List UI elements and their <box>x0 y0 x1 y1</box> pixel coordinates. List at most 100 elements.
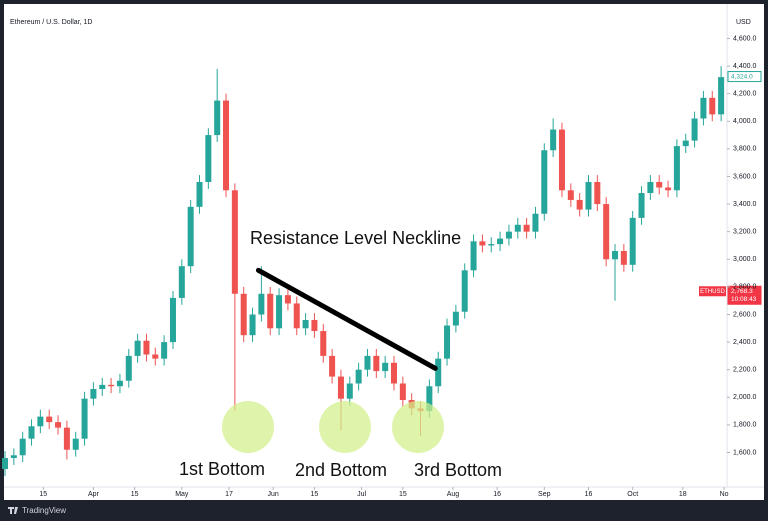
candle-body <box>205 135 212 182</box>
candle-body <box>46 416 53 423</box>
y-tick-label: 3,200.0 <box>733 229 756 236</box>
candle-body <box>567 190 574 200</box>
highlight-circle <box>222 401 274 453</box>
x-tick-label: Jun <box>268 491 279 498</box>
annotation: 1st Bottom <box>179 459 265 479</box>
candle-body <box>10 455 17 459</box>
candle-body <box>37 416 44 427</box>
candle-body <box>629 217 636 265</box>
candle-body <box>532 213 539 232</box>
symbol-tag <box>699 286 726 297</box>
candle-body <box>187 206 194 267</box>
y-tick-label: 2,800.0 <box>733 284 756 291</box>
candle-body <box>718 77 725 115</box>
highlight-circle <box>319 401 371 453</box>
candle-body <box>125 355 132 381</box>
x-tick-label: No <box>720 491 729 498</box>
price-tag-label: 4,324.0 <box>731 73 753 80</box>
candle-body <box>603 204 610 260</box>
bottom-highlights <box>222 401 444 453</box>
candle-body <box>390 362 398 384</box>
candle-body <box>152 354 159 359</box>
candle-body <box>169 297 176 343</box>
x-tick-label: Oct <box>627 491 638 498</box>
y-tick-label: 2,200.0 <box>733 367 756 374</box>
y-tick-label: 3,600.0 <box>733 173 756 180</box>
candles <box>1 66 725 476</box>
candle-body <box>638 193 645 218</box>
candle-body <box>311 320 318 332</box>
brand-logo <box>8 507 18 514</box>
candle-body <box>682 140 689 147</box>
candle-body <box>346 383 353 399</box>
x-tick-label: Jul <box>357 491 366 498</box>
candle-body <box>647 181 654 194</box>
candle-body <box>585 181 592 210</box>
x-tick-label: 15 <box>311 491 319 498</box>
candle-body <box>523 224 530 232</box>
candle-body <box>320 331 327 356</box>
y-tick-label: 2,000.0 <box>733 394 756 401</box>
price-tag-label: 2,768.3 <box>731 288 753 295</box>
candle-body <box>55 422 62 428</box>
candle-body <box>355 369 362 384</box>
candle-body <box>444 325 451 359</box>
chart-title: Ethereum / U.S. Dollar, 1D <box>10 19 92 26</box>
price-tag <box>727 71 762 83</box>
candle-body <box>550 129 557 151</box>
candle-body <box>691 118 698 141</box>
y-tick-label: 1,800.0 <box>733 422 756 429</box>
candle-body <box>461 270 468 312</box>
neckline-label: Resistance Level Neckline <box>250 228 461 248</box>
candle-body <box>426 386 433 412</box>
price-tag <box>727 285 762 305</box>
candle-body <box>178 266 185 298</box>
candle-body <box>143 340 150 355</box>
y-tick-label: 2,600.0 <box>733 311 756 318</box>
candle-body <box>505 231 512 239</box>
candle-body <box>293 303 300 329</box>
y-tick-label: 3,000.0 <box>733 256 756 263</box>
candle-body <box>302 320 309 329</box>
candle-body <box>656 181 663 188</box>
candle-body <box>470 241 477 271</box>
currency: USD <box>736 19 751 26</box>
candle-body <box>497 238 504 245</box>
x-tick-label: 16 <box>585 491 593 498</box>
candle-body <box>108 384 115 387</box>
candle-body <box>673 146 680 191</box>
candle-body <box>267 293 274 329</box>
symbol-label: ETHUSD <box>700 289 725 295</box>
y-tick-label: 4,000.0 <box>733 118 756 125</box>
candle-body <box>81 398 88 439</box>
candle-body <box>240 293 247 336</box>
x-tick-label: Sep <box>538 491 551 498</box>
x-tick-label: 15 <box>39 491 47 498</box>
highlight-circle <box>392 401 444 453</box>
candle-body <box>700 97 707 119</box>
candle-body <box>452 311 459 326</box>
x-tick-label: 15 <box>131 491 139 498</box>
candle-body <box>488 244 495 246</box>
neckline <box>255 267 438 371</box>
candle-body <box>709 97 716 115</box>
annotation: 2nd Bottom <box>295 460 387 480</box>
candle-body <box>116 380 123 387</box>
x-tick-label: May <box>175 491 189 498</box>
candle-body <box>541 150 548 214</box>
footer: TradingView <box>8 506 66 515</box>
overlay: 4,324.0 ETHUSD 2,768.310:08:43 <box>255 71 762 371</box>
candle-body <box>1 458 9 470</box>
candle-body <box>99 384 106 390</box>
candle-body <box>665 187 672 191</box>
x-tick-label: 17 <box>225 491 233 498</box>
candle-body <box>337 376 344 399</box>
candle-body <box>435 358 442 387</box>
candle-body <box>258 293 265 315</box>
y-tick-label: 2,400.0 <box>733 339 756 346</box>
candle-body <box>231 190 238 294</box>
candle-body <box>223 100 230 191</box>
candle-body <box>249 314 256 336</box>
candle-body <box>161 342 168 359</box>
